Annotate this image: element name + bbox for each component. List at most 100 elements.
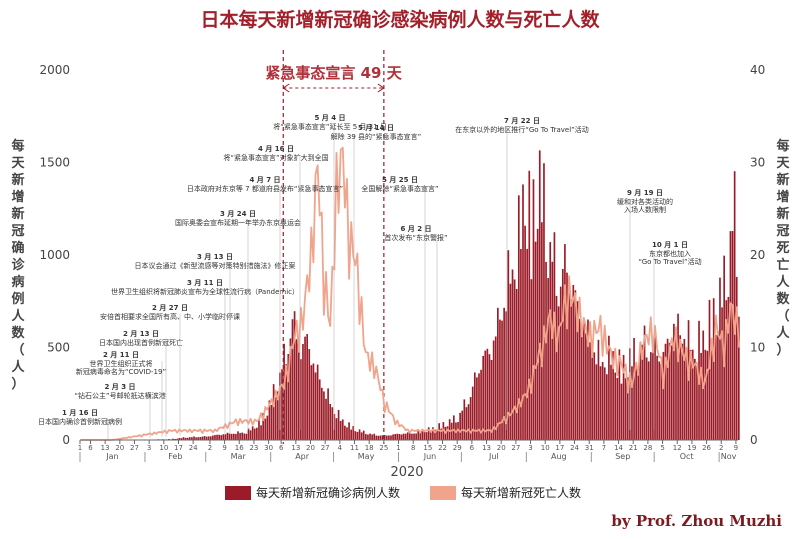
case-bar [348,422,350,440]
case-bar [354,431,357,440]
case-bar [513,279,516,440]
case-bar [719,277,721,440]
case-bar [497,307,499,440]
annotation-date: 5 月 25 日 [382,176,418,184]
case-bar [235,433,237,440]
case-bar [243,433,246,440]
case-bar [327,388,329,440]
x-tick-label: 14 [614,444,623,452]
case-bar [526,248,529,440]
case-bar [402,433,405,440]
x-tick-label: 27 [511,444,520,452]
case-bar [283,343,285,440]
annotation-text: 全国解除“紧急事态宣言” [361,184,438,193]
annotation-date: 10 月 1 日 [652,241,688,249]
case-bar [547,278,549,440]
x-tick-label: 15 [423,444,432,452]
case-bar [335,418,338,440]
x-tick-label: 9 [734,444,738,452]
case-bar [300,359,302,440]
annotation-date: 3 月 24 日 [220,210,256,218]
month-label: Jan [105,452,118,461]
case-bar [205,436,208,440]
case-bar [406,432,409,440]
month-label: Nov [721,452,737,461]
case-bar [295,339,298,440]
case-bar [358,429,361,440]
y-right-tick: 0 [750,433,758,447]
x-tick-label: 27 [321,444,330,452]
x-tick-label: 16 [235,444,244,452]
annotation-text: 日本议会通过《新型流感等对策特别措施法》修正案 [135,261,296,270]
annotation-text: “钻石公主”号邮轮抵达横滨港 [74,391,165,400]
case-bar [316,364,319,440]
y-label-char: 人 [776,325,790,341]
annotation-date: 9 月 19 日 [627,189,663,197]
case-bar [605,374,608,440]
annotation-text: 世界卫生组织将新冠肺炎宣布为全球性流行病（Pandemic） [111,287,299,296]
case-bar [249,430,252,440]
x-tick-label: 17 [555,444,564,452]
case-bar [708,299,711,440]
x-tick-label: 10 [541,444,550,452]
case-bar [390,435,392,440]
case-bar [195,437,197,440]
case-bar [595,364,598,440]
case-bar [310,365,313,440]
x-tick-label: 3 [147,444,151,452]
case-bar [601,362,604,440]
case-bar [673,323,675,440]
case-bar [226,432,229,440]
annotation-date: 2 月 27 日 [152,304,188,312]
case-bar [297,347,300,440]
case-bar [681,343,684,440]
case-bar [323,391,325,440]
case-bar [465,407,468,440]
x-tick-label: 26 [702,444,711,452]
case-bar [505,311,508,440]
x-axis: 1 6 13 20 27 3 10 17 24 2 9 16 23 30 6 13 20 27 4 11 18 25 1 8 1… [78,439,738,462]
case-bar [394,433,397,440]
case-bar [658,361,661,440]
month-label: Mar [231,452,247,461]
case-bar [264,418,267,440]
case-bar [622,354,625,440]
case-bar [509,283,512,440]
case-bar [216,434,218,440]
y-label-char: 人 [776,274,790,290]
annotation-text: 入场人数限制 [624,205,666,214]
case-bar [314,372,317,440]
y-label-char: （ [776,308,789,324]
case-bar [467,404,470,440]
case-bar [620,383,623,440]
case-bar [536,228,539,440]
case-bar [172,438,174,440]
case-bar [285,364,288,440]
case-bar [377,435,380,440]
y-label-char: 确 [11,240,24,256]
case-bar [193,436,195,440]
case-bar [511,269,514,440]
annotation-text: 安倍首相要求全国所有高、中、小学临时停课 [100,312,240,321]
x-tick-label: 20 [115,444,124,452]
case-bar [400,434,403,440]
y-label-char: （ [11,342,24,358]
case-bar [438,423,441,440]
case-bar [427,427,430,440]
x-tick-label: 21 [629,444,638,452]
annotation-date: 5 月 14 日 [358,124,394,132]
deaths-line [80,146,740,441]
case-bar [188,437,191,440]
case-bar [566,272,568,440]
annotation-date: 4 月 7 日 [249,176,280,184]
case-bar [520,248,522,440]
case-bar [557,306,560,440]
annotation-date: 7 月 22 日 [504,117,540,125]
